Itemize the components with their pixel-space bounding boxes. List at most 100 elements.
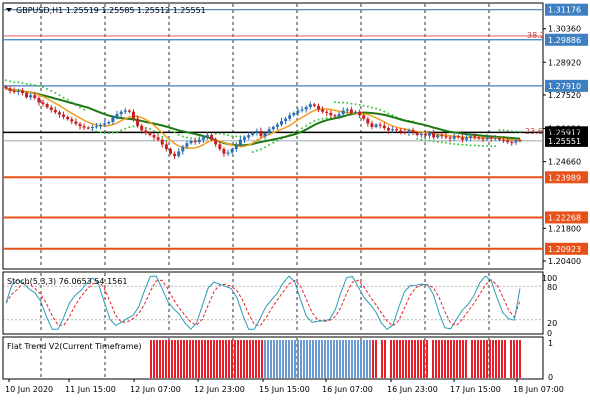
price-tag-label: 1.20923: [548, 245, 581, 254]
candle-body: [205, 135, 209, 138]
candle-body: [510, 142, 514, 144]
envelope-dot: [132, 125, 135, 128]
candle-body: [177, 151, 181, 157]
flat-trend-bar: [465, 340, 467, 378]
dropdown-arrow-icon[interactable]: [6, 8, 12, 12]
envelope-dot: [375, 107, 378, 110]
candle-body: [263, 132, 267, 137]
flat-trend-bar: [489, 340, 491, 378]
envelope-dot: [185, 136, 188, 139]
envelope-dot: [473, 144, 476, 147]
flat-trend-bar: [279, 340, 281, 378]
envelope-dot: [420, 138, 423, 141]
candle-body: [99, 124, 103, 127]
candle-body: [173, 153, 177, 157]
flat-trend-bar: [330, 340, 332, 378]
price-tag-label: 1.25917: [548, 128, 581, 137]
flat-trend-bar: [189, 340, 191, 378]
flat-trend-bar: [453, 340, 455, 378]
candle-body: [284, 118, 288, 122]
flat-trend-bar: [516, 340, 518, 378]
candle-body: [210, 135, 214, 140]
candle-body: [53, 109, 57, 113]
envelope-dot: [276, 139, 279, 142]
candle-body: [168, 149, 172, 154]
flat-trend-bar: [459, 340, 461, 378]
candle-body: [70, 119, 74, 122]
envelope-dot: [346, 101, 349, 104]
envelope-dot: [264, 146, 267, 149]
stoch-signal-line: [5, 279, 521, 327]
candle-body: [25, 93, 29, 98]
envelope-dot: [387, 112, 390, 115]
candle-body: [337, 114, 341, 117]
price-tag-label: 1.27910: [548, 82, 581, 91]
time-label: 10 Jun 2020: [5, 385, 53, 394]
candle-body: [4, 86, 8, 89]
candle-body: [362, 115, 366, 119]
candle-body: [160, 139, 164, 145]
flat-trend-bar: [477, 340, 479, 378]
candle-body: [432, 132, 436, 138]
flat-trend-bar: [219, 340, 221, 378]
envelope-dot: [103, 131, 106, 134]
envelope-dot: [161, 135, 164, 138]
price-tag-label: 1.23989: [548, 173, 581, 182]
flat-trend-bar: [276, 340, 278, 378]
envelope-dot: [362, 104, 365, 107]
flat-trend-bar: [153, 340, 155, 378]
candle-body: [255, 130, 259, 133]
flat-trend-bar: [291, 340, 293, 378]
flat-trend-bar: [282, 340, 284, 378]
candle-body: [107, 122, 111, 124]
candle-body: [238, 139, 242, 145]
candle-body: [444, 136, 448, 138]
candle-body: [349, 109, 353, 113]
flat-trend-bar: [312, 340, 314, 378]
flat-trend-bar: [177, 340, 179, 378]
flat-trend-bar: [165, 340, 167, 378]
stoch-scale-min: 0: [547, 329, 552, 338]
flat-trend-bar: [207, 340, 209, 378]
envelope-dot: [358, 103, 361, 106]
candle-body: [395, 129, 399, 131]
candle-body: [514, 140, 518, 143]
flat-trend-bar: [399, 340, 401, 378]
flat-trend-bar: [228, 340, 230, 378]
candle-body: [234, 144, 238, 150]
envelope-dot: [124, 127, 127, 130]
candle-body: [415, 132, 419, 136]
flat-trend-bar: [363, 340, 365, 378]
flat-trend-bar: [333, 340, 335, 378]
envelope-dot: [268, 143, 271, 146]
candle-body: [419, 133, 423, 136]
candle-body: [452, 136, 456, 139]
fib-label-38: 38.2: [527, 31, 545, 40]
envelope-dot: [79, 106, 82, 109]
price-tag: [545, 171, 588, 184]
flat-trend-bar: [339, 340, 341, 378]
envelope-dot: [416, 137, 419, 140]
envelope-dot: [177, 133, 180, 136]
envelope-dot: [157, 132, 160, 135]
envelope-dot: [235, 135, 238, 138]
candle-body: [312, 104, 316, 106]
envelope-dot: [120, 129, 123, 132]
flat-trend-bar: [324, 340, 326, 378]
stoch-level-20: 20: [547, 319, 557, 328]
candle-body: [144, 130, 148, 133]
flat-trend-bar: [423, 340, 425, 378]
candle-body: [288, 115, 292, 119]
candle-body: [428, 132, 432, 136]
flat-trend-bar: [192, 340, 194, 378]
candle-body: [321, 109, 325, 112]
price-tag-label: 1.29886: [548, 36, 581, 45]
candle-body: [148, 132, 152, 136]
flat-trend-bar: [420, 340, 422, 378]
candle-body: [222, 149, 226, 154]
stoch-scale-max: 100: [542, 274, 557, 283]
envelope-dot: [379, 108, 382, 111]
flat-trend-bar: [294, 340, 296, 378]
